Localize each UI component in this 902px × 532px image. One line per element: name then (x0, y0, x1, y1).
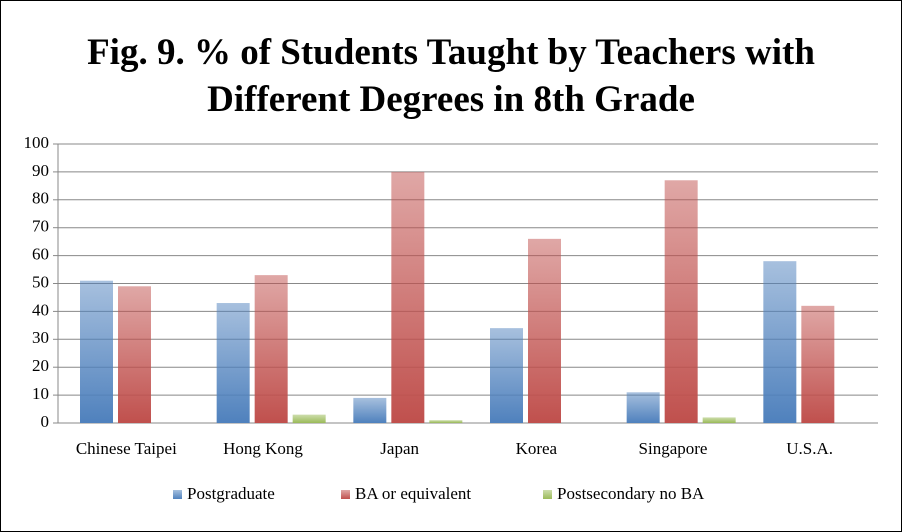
bar (702, 417, 736, 423)
bar (80, 280, 113, 423)
legend-swatch (173, 490, 182, 499)
bar (801, 305, 835, 423)
bar (490, 328, 523, 423)
legend-swatch (341, 490, 350, 499)
y-tick-label: 100 (24, 133, 50, 152)
bar (626, 392, 660, 423)
x-tick-label: U.S.A. (786, 439, 833, 458)
chart-title: Fig. 9. % of Students Taught by Teachers… (87, 32, 815, 120)
legend-swatch (543, 490, 552, 499)
bar (429, 420, 463, 423)
x-tick-label: Singapore (639, 439, 708, 458)
y-tick-label: 0 (41, 412, 50, 431)
bar (118, 286, 151, 423)
bar (292, 414, 326, 423)
x-tick-label: Japan (380, 439, 419, 458)
bar (528, 238, 561, 423)
legend-label: Postgraduate (187, 484, 275, 503)
y-tick-label: 80 (32, 189, 49, 208)
x-tick-label: Hong Kong (223, 439, 303, 458)
legend-label: BA or equivalent (355, 484, 471, 503)
bar (254, 275, 288, 423)
y-tick-label: 90 (32, 161, 49, 180)
bar (353, 397, 387, 423)
bar (391, 171, 425, 423)
y-tick-label: 30 (32, 328, 49, 347)
y-tick-label: 10 (32, 384, 49, 403)
legend-label: Postsecondary no BA (557, 484, 705, 503)
bar (664, 180, 698, 423)
bar (763, 261, 797, 423)
bar (216, 303, 250, 423)
x-tick-label: Chinese Taipei (76, 439, 177, 458)
y-tick-label: 70 (32, 217, 49, 236)
y-tick-label: 60 (32, 245, 49, 264)
y-tick-label: 50 (32, 272, 49, 291)
x-tick-label: Korea (516, 439, 558, 458)
y-tick-label: 40 (32, 300, 49, 319)
y-tick-label: 20 (32, 356, 49, 375)
